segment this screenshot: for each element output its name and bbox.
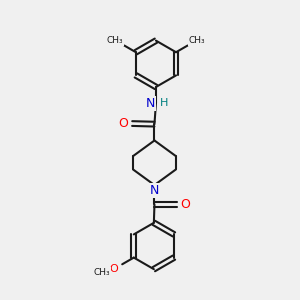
Text: O: O xyxy=(110,264,118,274)
Text: CH₃: CH₃ xyxy=(107,36,124,45)
Text: N: N xyxy=(146,97,155,110)
Text: H: H xyxy=(160,98,169,108)
Text: CH₃: CH₃ xyxy=(188,36,205,45)
Text: O: O xyxy=(181,198,190,211)
Text: CH₃: CH₃ xyxy=(93,268,110,277)
Text: O: O xyxy=(118,117,128,130)
Text: N: N xyxy=(150,184,159,197)
